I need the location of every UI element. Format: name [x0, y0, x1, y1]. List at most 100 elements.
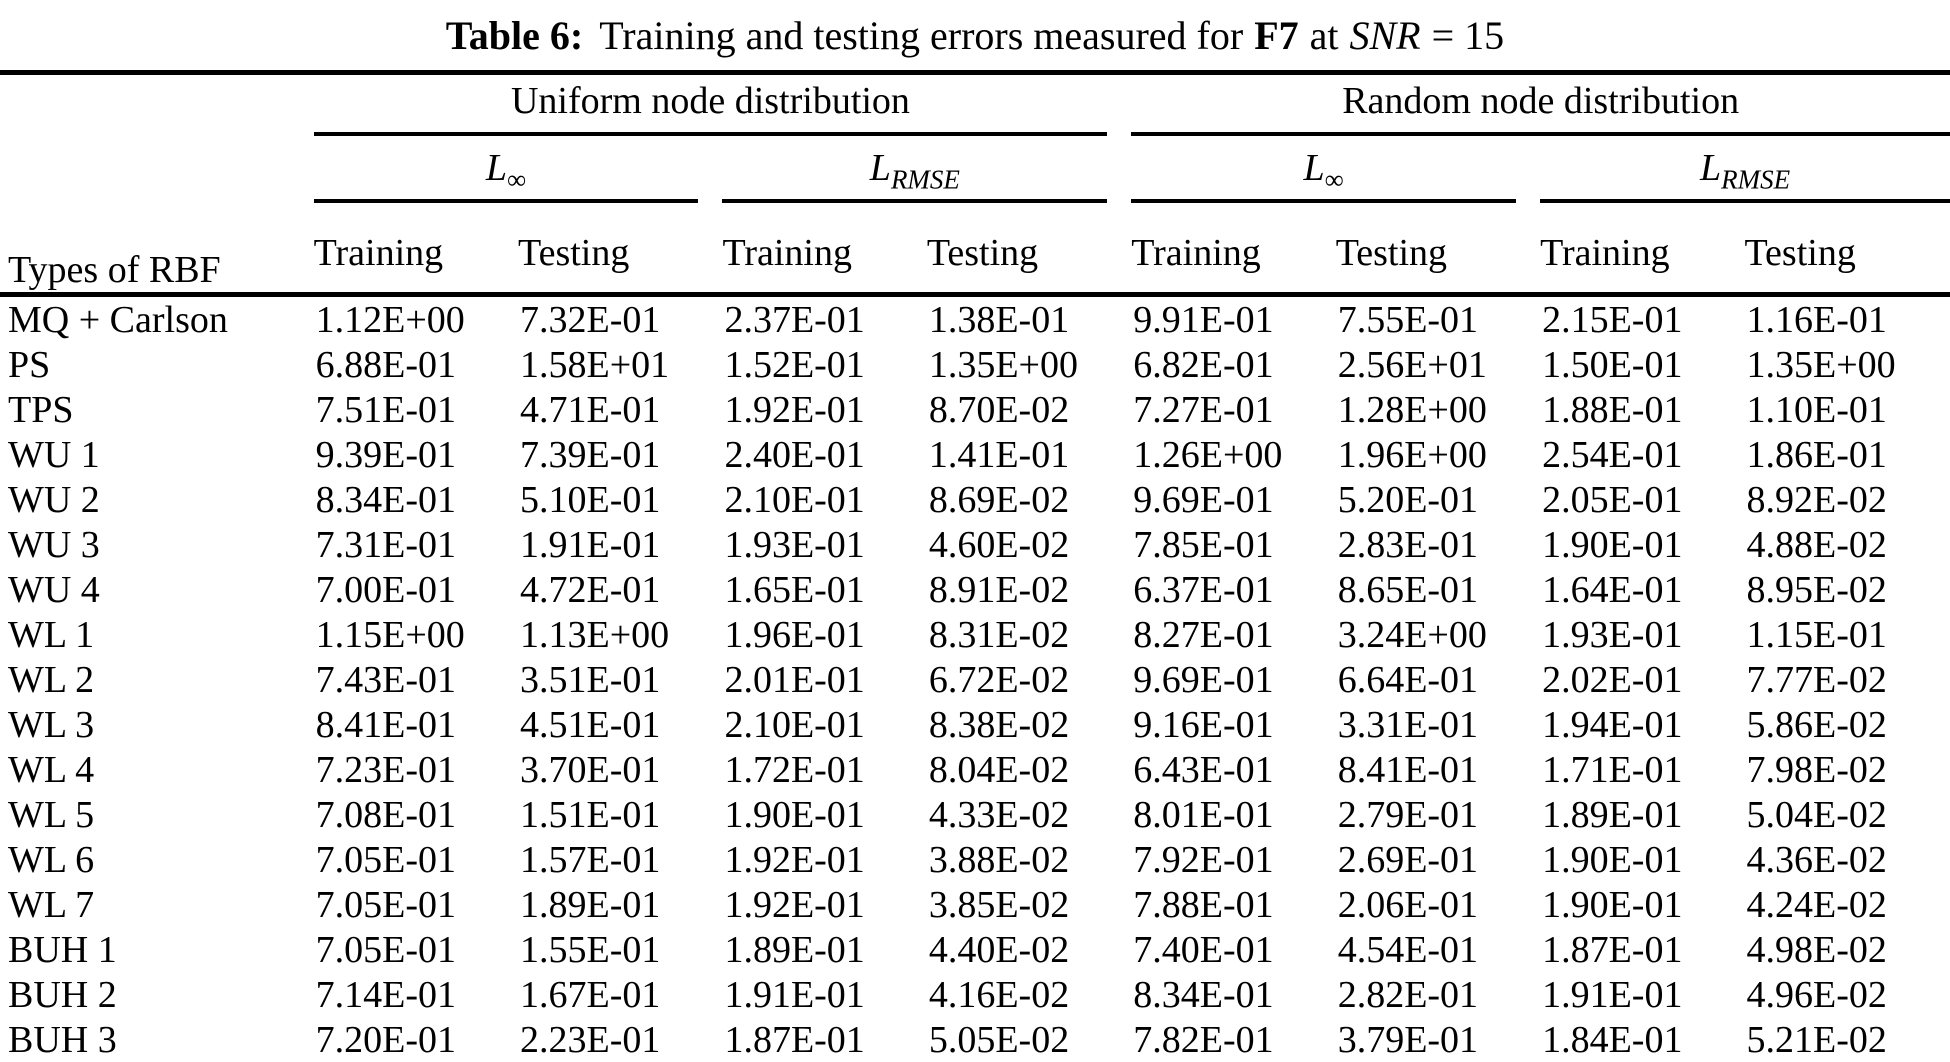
value-cell: 2.56E+01 — [1337, 343, 1487, 386]
value-cell: 7.98E-02 — [1746, 748, 1887, 791]
value-cell: 1.35E+00 — [928, 343, 1078, 386]
value-cell: 7.43E-01 — [315, 658, 456, 701]
col-group-random-label: Random node distribution — [1342, 80, 1740, 122]
value-cell: 5.20E-01 — [1337, 478, 1479, 521]
rbf-type-cell: TPS — [8, 388, 74, 431]
value-cell: 4.71E-01 — [520, 388, 661, 431]
phase-header: Testing — [1335, 203, 1541, 297]
metric-sub: RMSE — [890, 164, 960, 195]
rbf-type-cell: WL 5 — [8, 793, 95, 836]
value-cell: 2.01E-01 — [724, 658, 865, 701]
metric-base: L — [1699, 147, 1722, 189]
value-cell: 1.92E-01 — [724, 838, 865, 881]
table-row: BUH 2 7.14E-01 1.67E-01 1.91E-01 4.16E-0… — [0, 972, 1950, 1017]
metric-sub: ∞ — [1324, 164, 1344, 195]
value-cell: 1.57E-01 — [520, 838, 661, 881]
value-cell: 7.40E-01 — [1133, 928, 1274, 971]
table-body: MQ + Carlson 1.12E+00 7.32E-01 2.37E-01 … — [0, 295, 1950, 1062]
value-cell: 7.77E-02 — [1746, 658, 1887, 701]
value-cell: 8.92E-02 — [1746, 478, 1887, 521]
rbf-type-cell: MQ + Carlson — [8, 298, 228, 341]
value-cell: 4.51E-01 — [520, 703, 661, 746]
rbf-type-cell: BUH 2 — [8, 973, 117, 1016]
value-cell: 1.71E-01 — [1542, 748, 1683, 791]
value-cell: 5.86E-02 — [1746, 703, 1887, 746]
value-cell: 1.90E-01 — [1542, 838, 1683, 881]
value-cell: 3.79E-01 — [1337, 1018, 1479, 1061]
value-cell: 1.93E-01 — [1542, 613, 1683, 656]
value-cell: 7.05E-01 — [315, 928, 456, 971]
value-cell: 7.20E-01 — [315, 1018, 456, 1061]
header-row-metrics: L∞ LRMSE L∞ LRMSE — [0, 136, 1950, 203]
metric-base: L — [1303, 147, 1325, 189]
value-cell: 3.88E-02 — [928, 838, 1070, 881]
value-cell: 2.06E-01 — [1337, 883, 1479, 926]
table-row: MQ + Carlson 1.12E+00 7.32E-01 2.37E-01 … — [0, 295, 1950, 343]
value-cell: 6.43E-01 — [1133, 748, 1274, 791]
value-cell: 7.27E-01 — [1133, 388, 1274, 431]
table-row: PS 6.88E-01 1.58E+01 1.52E-01 1.35E+00 6… — [0, 342, 1950, 387]
value-cell: 4.16E-02 — [928, 973, 1070, 1016]
value-cell: 1.84E-01 — [1542, 1018, 1683, 1061]
rbf-type-cell: BUH 1 — [8, 928, 117, 971]
value-cell: 7.51E-01 — [315, 388, 456, 431]
value-cell: 4.36E-02 — [1746, 838, 1887, 881]
value-cell: 7.85E-01 — [1133, 523, 1274, 566]
header-row-groups: Types of RBF Uniform node distribution R… — [0, 72, 1950, 297]
value-cell: 6.37E-01 — [1133, 568, 1274, 611]
caption-label: Table 6: — [445, 12, 584, 58]
value-cell: 1.72E-01 — [724, 748, 865, 791]
value-cell: 1.87E-01 — [1542, 928, 1683, 971]
value-cell: 6.88E-01 — [315, 343, 456, 386]
value-cell: 8.34E-01 — [1133, 973, 1274, 1016]
value-cell: 6.82E-01 — [1133, 343, 1274, 386]
value-cell: 7.32E-01 — [520, 298, 661, 341]
value-cell: 8.01E-01 — [1133, 793, 1274, 836]
value-cell: 4.24E-02 — [1746, 883, 1887, 926]
value-cell: 7.05E-01 — [315, 883, 456, 926]
value-cell: 1.15E-01 — [1746, 613, 1887, 656]
value-cell: 1.87E-01 — [724, 1018, 865, 1061]
results-table: Types of RBF Uniform node distribution R… — [0, 70, 1950, 1062]
value-cell: 2.02E-01 — [1542, 658, 1683, 701]
value-cell: 5.10E-01 — [520, 478, 661, 521]
table-row: WL 6 7.05E-01 1.57E-01 1.92E-01 3.88E-02… — [0, 837, 1950, 882]
value-cell: 1.38E-01 — [928, 298, 1070, 341]
value-cell: 1.35E+00 — [1746, 343, 1896, 386]
value-cell: 4.60E-02 — [928, 523, 1070, 566]
rbf-type-cell: WL 4 — [8, 748, 95, 791]
value-cell: 7.82E-01 — [1133, 1018, 1274, 1061]
value-cell: 1.58E+01 — [520, 343, 670, 386]
value-cell: 1.96E-01 — [724, 613, 865, 656]
value-cell: 7.08E-01 — [315, 793, 456, 836]
value-cell: 1.15E+00 — [315, 613, 465, 656]
value-cell: 1.89E-01 — [520, 883, 661, 926]
metric-base: L — [869, 147, 891, 189]
phase-header: Training — [313, 203, 519, 297]
table-row: WU 2 8.34E-01 5.10E-01 2.10E-01 8.69E-02… — [0, 477, 1950, 522]
value-cell: 2.37E-01 — [724, 298, 865, 341]
value-cell: 7.55E-01 — [1337, 298, 1479, 341]
value-cell: 7.88E-01 — [1133, 883, 1274, 926]
value-cell: 2.40E-01 — [724, 433, 865, 476]
value-cell: 4.98E-02 — [1746, 928, 1887, 971]
caption-function-name: F7 — [1254, 12, 1299, 58]
value-cell: 1.90E-01 — [1542, 883, 1683, 926]
value-cell: 2.83E-01 — [1337, 523, 1479, 566]
rbf-type-cell: WU 4 — [8, 568, 100, 611]
rbf-type-cell: WU 1 — [8, 433, 100, 476]
value-cell: 2.10E-01 — [724, 478, 865, 521]
rbf-type-cell: BUH 3 — [8, 1018, 117, 1061]
value-cell: 7.23E-01 — [315, 748, 456, 791]
table-row: WL 7 7.05E-01 1.89E-01 1.92E-01 3.85E-02… — [0, 882, 1950, 927]
value-cell: 1.28E+00 — [1337, 388, 1487, 431]
value-cell: 9.39E-01 — [315, 433, 456, 476]
value-cell: 8.04E-02 — [928, 748, 1070, 791]
metric-base: L — [485, 147, 507, 189]
value-cell: 1.90E-01 — [724, 793, 865, 836]
value-cell: 8.34E-01 — [315, 478, 456, 521]
value-cell: 1.96E+00 — [1337, 433, 1487, 476]
table-row: WU 3 7.31E-01 1.91E-01 1.93E-01 4.60E-02… — [0, 522, 1950, 567]
rbf-type-cell: WU 2 — [8, 478, 100, 521]
rbf-type-cell: WL 3 — [8, 703, 95, 746]
